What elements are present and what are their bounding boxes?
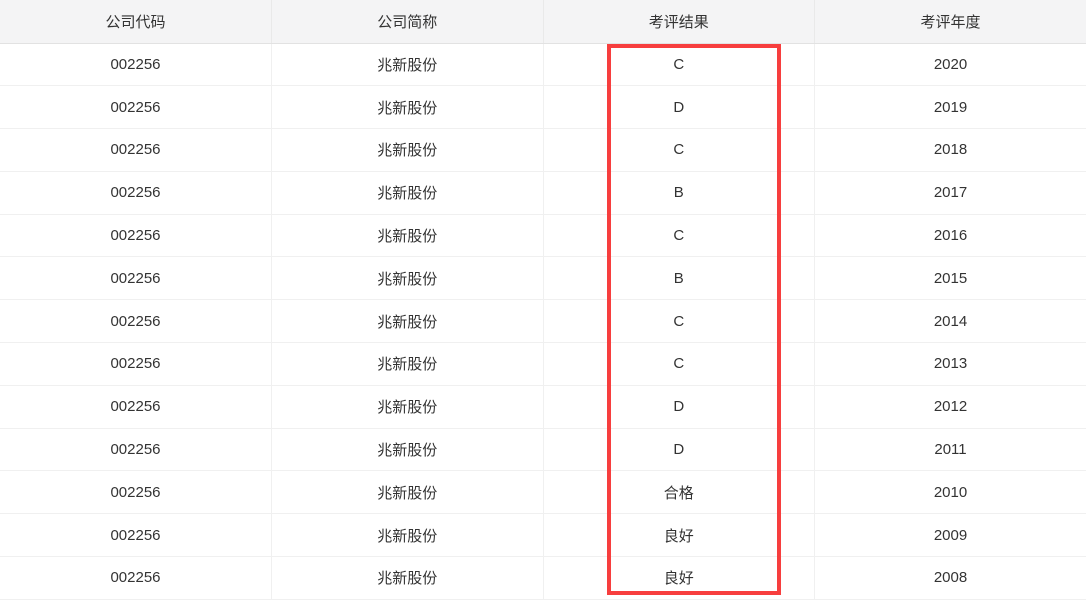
cell-eval-result: C [543,43,815,87]
cell-eval-year: 2008 [814,556,1086,600]
table-row: 002256 兆新股份 C 2016 [0,214,1086,258]
cell-company-code: 002256 [0,428,272,472]
cell-company-name: 兆新股份 [271,256,544,301]
table-body: 002256 兆新股份 C 2020 002256 兆新股份 D 2019 002256 兆新股份… [0,43,1086,600]
table-row: 002256 兆新股份 C 2013 [0,342,1086,386]
cell-eval-result: B [543,256,815,301]
cell-company-name: 兆新股份 [271,428,544,472]
cell-company-code: 002256 [0,385,272,429]
cell-company-code: 002256 [0,85,272,130]
cell-eval-result: 良好 [543,513,815,558]
cell-eval-year: 2011 [814,428,1086,472]
table-row: 002256 兆新股份 D 2019 [0,85,1086,130]
cell-company-code: 002256 [0,171,272,215]
table-row: 002256 兆新股份 C 2020 [0,43,1086,87]
cell-eval-year: 2015 [814,256,1086,301]
cell-eval-year: 2013 [814,342,1086,386]
cell-company-name: 兆新股份 [271,513,544,558]
cell-eval-result: C [543,299,815,344]
cell-eval-year: 2016 [814,214,1086,258]
cell-eval-result: D [543,85,815,130]
cell-company-name: 兆新股份 [271,470,544,515]
cell-eval-year: 2012 [814,385,1086,429]
cell-eval-result: C [543,342,815,386]
header-eval-year: 考评年度 [814,0,1086,44]
cell-company-name: 兆新股份 [271,556,544,600]
cell-company-name: 兆新股份 [271,43,544,87]
table-row: 002256 兆新股份 D 2011 [0,428,1086,472]
cell-company-code: 002256 [0,128,272,172]
table-row: 002256 兆新股份 C 2014 [0,299,1086,344]
cell-eval-year: 2020 [814,43,1086,87]
cell-company-code: 002256 [0,256,272,301]
cell-company-code: 002256 [0,342,272,386]
table-row: 002256 兆新股份 良好 2009 [0,513,1086,558]
table-row: 002256 兆新股份 良好 2008 [0,556,1086,600]
cell-company-code: 002256 [0,513,272,558]
cell-company-code: 002256 [0,43,272,87]
header-company-name: 公司简称 [271,0,544,44]
cell-company-name: 兆新股份 [271,128,544,172]
header-row: 公司代码 公司简称 考评结果 考评年度 [0,0,1086,44]
cell-company-code: 002256 [0,556,272,600]
cell-eval-result: C [543,128,815,172]
header-company-code: 公司代码 [0,0,272,44]
cell-company-name: 兆新股份 [271,299,544,344]
header-eval-result: 考评结果 [543,0,815,44]
cell-eval-result: 合格 [543,470,815,515]
cell-company-name: 兆新股份 [271,385,544,429]
cell-company-name: 兆新股份 [271,342,544,386]
cell-company-code: 002256 [0,470,272,515]
table-row: 002256 兆新股份 C 2018 [0,128,1086,172]
cell-eval-year: 2019 [814,85,1086,130]
cell-eval-result: C [543,214,815,258]
table-row: 002256 兆新股份 合格 2010 [0,470,1086,515]
cell-eval-result: D [543,385,815,429]
cell-company-code: 002256 [0,214,272,258]
cell-eval-year: 2009 [814,513,1086,558]
cell-company-name: 兆新股份 [271,214,544,258]
cell-eval-result: B [543,171,815,215]
cell-company-code: 002256 [0,299,272,344]
table-row: 002256 兆新股份 B 2017 [0,171,1086,215]
cell-eval-year: 2017 [814,171,1086,215]
cell-company-name: 兆新股份 [271,171,544,215]
cell-eval-result: 良好 [543,556,815,600]
table-row: 002256 兆新股份 D 2012 [0,385,1086,429]
cell-eval-year: 2010 [814,470,1086,515]
cell-eval-result: D [543,428,815,472]
cell-company-name: 兆新股份 [271,85,544,130]
cell-eval-year: 2014 [814,299,1086,344]
table-row: 002256 兆新股份 B 2015 [0,256,1086,301]
cell-eval-year: 2018 [814,128,1086,172]
